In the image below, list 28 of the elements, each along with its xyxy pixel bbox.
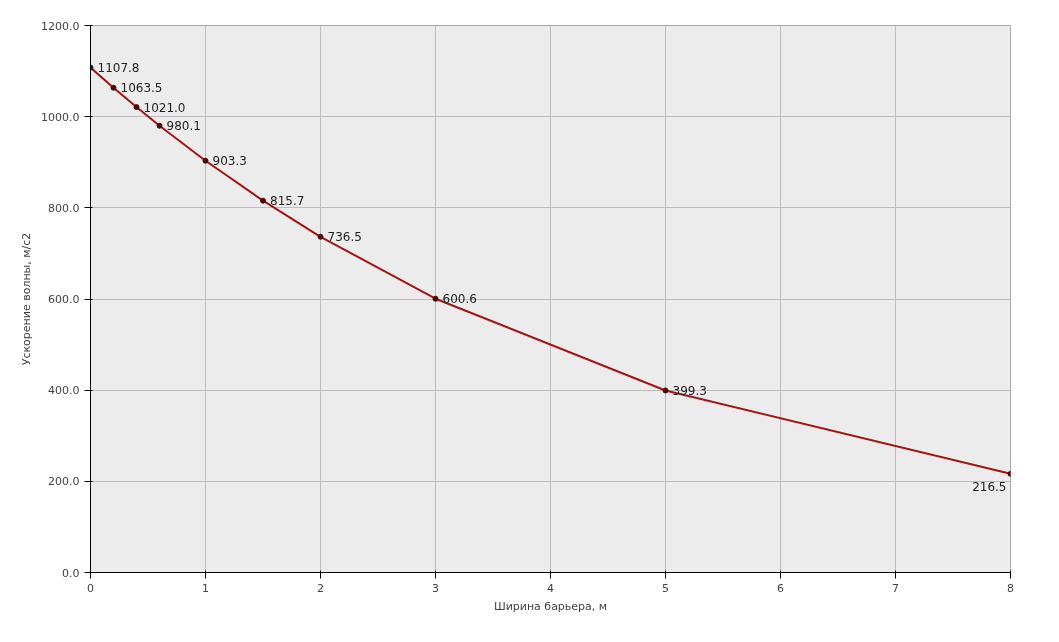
data-label: 903.3	[212, 154, 247, 169]
x-tick-label: 0	[87, 581, 94, 595]
x-tick-label: 1	[202, 581, 209, 595]
x-tick-label: 5	[662, 581, 669, 595]
data-label: 815.7	[270, 194, 305, 209]
y-tick-label: 0.0	[62, 566, 80, 580]
y-tick-label: 1000.0	[41, 110, 80, 124]
y-tick-label: 400.0	[48, 384, 80, 398]
data-label: 600.6	[442, 292, 477, 307]
data-label: 399.3	[672, 383, 707, 398]
x-axis-title: Ширина барьера, м	[493, 599, 608, 613]
y-axis-title: Ускорение волны, м/с2	[20, 232, 34, 366]
data-label: 1063.5	[120, 81, 163, 96]
data-label: 216.5	[972, 479, 1007, 494]
data-label: 1107.8	[97, 61, 140, 76]
x-tick-label: 4	[547, 581, 554, 595]
x-tick-label: 8	[1007, 581, 1014, 595]
x-tick-label: 6	[777, 581, 784, 595]
data-label: 1021.0	[143, 100, 186, 115]
y-tick-label: 800.0	[48, 201, 80, 215]
data-label: 980.1	[166, 119, 201, 134]
x-tick-label: 2	[317, 581, 324, 595]
y-tick-label: 200.0	[48, 475, 80, 489]
y-tick-label: 600.0	[48, 293, 80, 306]
data-label: 736.5	[327, 230, 362, 245]
x-tick-label: 3	[432, 581, 439, 595]
x-tick-label: 7	[892, 581, 899, 595]
y-tick-label: 1200.0	[41, 19, 80, 33]
